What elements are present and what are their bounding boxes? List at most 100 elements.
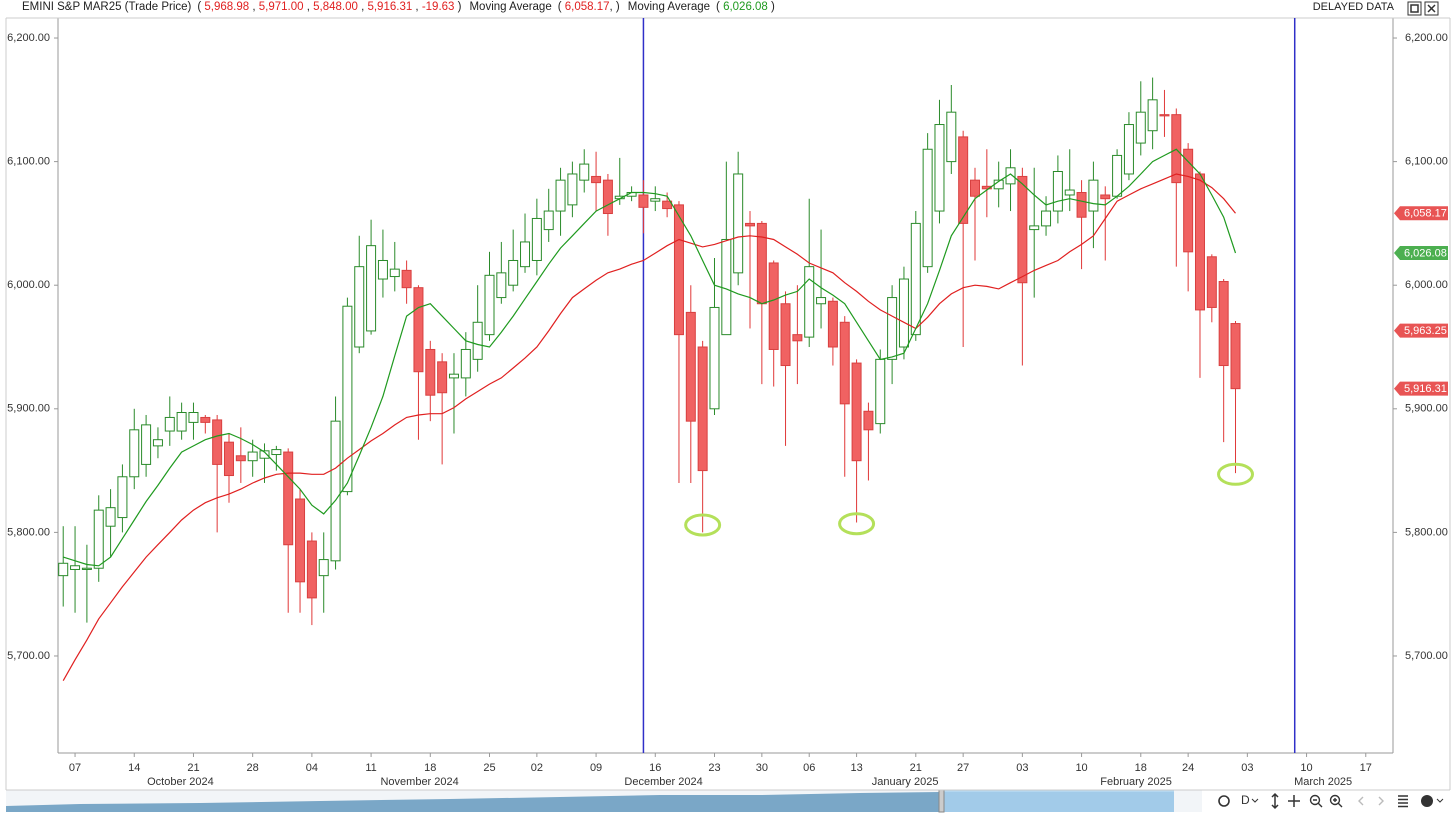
- y-tick-label: 6,000.00: [7, 279, 50, 291]
- legend: EMINI S&P MAR25 (Trade Price) 5,968.985,…: [22, 0, 783, 14]
- x-tick-label: 28: [247, 762, 259, 774]
- candle-body: [898, 278, 909, 348]
- month-label: March 2025: [1294, 776, 1352, 788]
- y-tick-label: 5,900.00: [7, 403, 50, 415]
- month-label: November 2024: [380, 776, 458, 788]
- zoom-in-icon[interactable]: [1329, 794, 1341, 806]
- menu-icon[interactable]: [1398, 795, 1408, 808]
- status: DELAYED DATA: [1312, 1, 1394, 13]
- candle-body: [1100, 194, 1111, 200]
- candle-body: [981, 185, 992, 190]
- candle-body: [223, 441, 234, 477]
- price-marker: [1394, 323, 1448, 338]
- vertical-zoom-icon[interactable]: [1271, 792, 1279, 810]
- candle-body: [567, 173, 578, 206]
- candle-body: [1088, 179, 1099, 212]
- candle-body: [1218, 280, 1229, 367]
- candle-body: [946, 111, 957, 163]
- candle-body: [105, 507, 116, 527]
- y-tick-label: 5,700.00: [7, 650, 50, 662]
- x-tick-label: 18: [424, 762, 436, 774]
- x-tick-label: 02: [531, 762, 543, 774]
- x-tick-label: 17: [1360, 762, 1372, 774]
- y-tick-label-right: 6,100.00: [1405, 156, 1448, 168]
- x-tick-label: 21: [910, 762, 922, 774]
- x-tick-label: 27: [957, 762, 969, 774]
- y-tick-label: 6,200.00: [7, 32, 50, 44]
- maximize-button[interactable]: [1407, 1, 1422, 16]
- candle-body: [425, 348, 436, 396]
- x-tick-label: 09: [590, 762, 602, 774]
- toolbar: D: [1218, 792, 1444, 810]
- y-tick-label-right: 5,900.00: [1405, 403, 1448, 415]
- candle-body: [958, 136, 969, 224]
- scroll-arrows[interactable]: [1358, 796, 1384, 806]
- candle-body: [1029, 225, 1040, 231]
- candle-body: [366, 245, 377, 332]
- candle-body: [129, 429, 140, 478]
- candle-body: [768, 262, 779, 350]
- candle-body: [745, 222, 756, 227]
- moving-average-line: [63, 148, 1237, 567]
- ohlc-value: 5,971.00: [249, 1, 303, 13]
- candle-body: [235, 455, 246, 462]
- candle-body: [508, 259, 519, 286]
- interval-button[interactable]: D: [1241, 793, 1250, 807]
- candle-body: [638, 194, 649, 208]
- candle-body: [579, 163, 590, 181]
- palette-icon[interactable]: [1421, 795, 1433, 807]
- price-marker: [1394, 206, 1448, 221]
- close-icon: [1427, 4, 1436, 13]
- navigator-window[interactable]: [942, 790, 1174, 812]
- candle-body: [389, 268, 400, 278]
- y-tick-label-right: 5,800.00: [1405, 526, 1448, 538]
- candle-body: [697, 346, 708, 472]
- highlight-circle: [684, 513, 722, 537]
- ohlc-value: 5,848.00: [304, 1, 358, 13]
- zoom-out-glyph: [1313, 799, 1323, 808]
- candle-body: [1017, 175, 1028, 284]
- candle-body: [1123, 124, 1134, 175]
- candle-body: [212, 419, 223, 465]
- zoom-out-icon[interactable]: [1309, 794, 1321, 806]
- candle-body: [1147, 99, 1158, 132]
- x-tick-label: 11: [365, 762, 376, 774]
- ma-value-group: 6,058.17: [558, 1, 620, 13]
- refresh-icon[interactable]: [1218, 795, 1230, 807]
- highlight-circle: [838, 512, 876, 536]
- y-tick-label: 5,800.00: [7, 526, 50, 538]
- candle-body: [520, 241, 531, 268]
- highlight-circle: [1217, 462, 1255, 486]
- candle-body: [283, 451, 294, 546]
- dropdown-icon: [1436, 798, 1444, 803]
- x-tick-label: 07: [69, 762, 81, 774]
- candle-body: [354, 266, 365, 348]
- y-tick-label: 6,100.00: [7, 156, 50, 168]
- candle-body: [318, 559, 329, 577]
- candle-body: [484, 274, 495, 336]
- candle-body: [295, 498, 306, 583]
- candle-body: [1052, 171, 1063, 212]
- candle-body: [200, 416, 211, 423]
- x-tick-label: 24: [1182, 762, 1194, 774]
- candle-body: [543, 210, 554, 231]
- candle-body: [650, 198, 661, 202]
- candle-body: [437, 361, 448, 394]
- candle-body: [1076, 192, 1087, 218]
- candle-body: [448, 373, 459, 379]
- candle-body: [377, 259, 388, 280]
- candle-body: [1183, 148, 1194, 253]
- ma-name: Moving Average: [469, 1, 552, 13]
- candle-body: [1206, 256, 1217, 308]
- x-tick-label: 23: [708, 762, 720, 774]
- price-marker-label: 6,026.08: [1404, 247, 1447, 259]
- candle-body: [531, 217, 542, 261]
- candle-body: [709, 306, 720, 410]
- candle-body: [188, 412, 199, 423]
- candle-body: [555, 179, 566, 212]
- navigator-handle[interactable]: [938, 789, 945, 813]
- pan-icon[interactable]: [1288, 795, 1300, 807]
- y-tick-label-right: 6,200.00: [1405, 32, 1448, 44]
- separator: [610, 1, 616, 13]
